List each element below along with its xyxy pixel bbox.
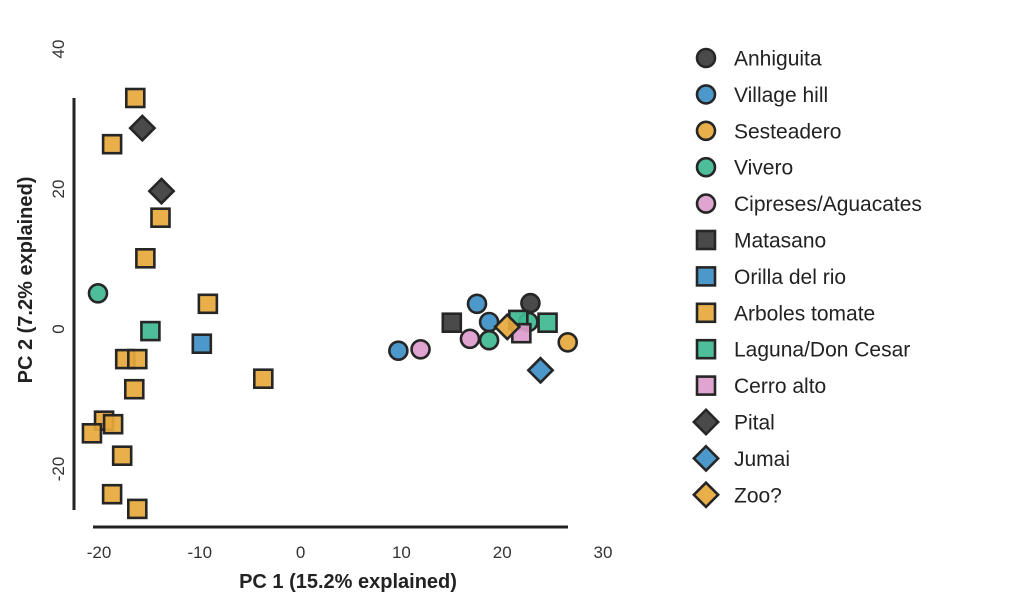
legend-label: Village hill <box>734 84 828 107</box>
legend-item: Zoo? <box>692 480 782 509</box>
legend-marker-diamond <box>692 408 720 436</box>
data-point-square <box>253 368 274 390</box>
legend-marker-square <box>695 302 717 324</box>
legend-marker-diamond <box>692 480 720 509</box>
data-point-square <box>127 348 148 370</box>
data-point-square <box>102 413 124 435</box>
x-axis-title: PC 1 (15.2% explained) <box>239 571 457 593</box>
data-point-square <box>124 87 146 109</box>
legend-item: Pital <box>692 408 775 436</box>
data-point-circle <box>557 331 579 353</box>
data-point-square <box>197 293 219 315</box>
x-tick-label: -20 <box>87 543 112 562</box>
data-point-square <box>101 483 123 505</box>
y-tick-label: 40 <box>49 40 68 59</box>
legend-item: Sesteadero <box>695 120 841 143</box>
data-point-circle <box>410 338 431 360</box>
legend-item: Laguna/Don Cesar <box>695 338 910 362</box>
legend-item: Village hill <box>695 84 828 107</box>
legend-marker-circle <box>695 84 717 105</box>
data-point-diamond <box>128 114 157 143</box>
y-axis-title: PC 2 (7.2% explained) <box>15 177 37 384</box>
legend-item: Vivero <box>695 156 793 180</box>
legend-item: Cipreses/Aguacates <box>695 193 922 216</box>
legend-label: Orilla del rio <box>734 266 846 289</box>
legend: Anhiguita Village hill Sesteadero Vivero Cip… <box>692 47 922 509</box>
data-point-square <box>537 312 558 334</box>
data-point-square <box>101 133 123 155</box>
data-point-circle <box>478 329 500 351</box>
legend-marker-circle <box>695 156 717 178</box>
data-point-circle <box>466 293 488 315</box>
y-tick-label: 20 <box>49 180 68 199</box>
x-tick-label: 20 <box>493 543 512 562</box>
y-tick-label: 0 <box>49 324 68 333</box>
data-point-square <box>150 207 171 228</box>
data-point-square <box>441 312 463 334</box>
y-tick-label: -20 <box>49 457 68 482</box>
legend-item: Orilla del rio <box>695 266 846 289</box>
legend-item: Cerro alto <box>695 375 826 398</box>
x-tick-label: 0 <box>296 543 305 562</box>
legend-label: Jumai <box>734 448 790 471</box>
data-point-circle <box>459 328 481 350</box>
data-point-square <box>127 498 148 520</box>
legend-item: Matasano <box>695 229 826 253</box>
legend-item: Jumai <box>692 444 790 473</box>
legend-marker-circle <box>695 120 717 142</box>
legend-label: Laguna/Don Cesar <box>734 339 910 362</box>
data-point-square <box>81 422 103 444</box>
x-tick-label: 10 <box>392 543 411 562</box>
legend-marker-circle <box>695 47 717 69</box>
data-point-square <box>191 333 213 355</box>
data-point-circle <box>520 292 541 314</box>
legend-marker-square <box>695 229 717 251</box>
data-point-square <box>111 445 133 467</box>
legend-label: Cipreses/Aguacates <box>734 193 922 216</box>
legend-label: Pital <box>734 412 775 435</box>
data-point-circle <box>87 282 109 304</box>
legend-label: Cerro alto <box>734 375 826 398</box>
legend-marker-square <box>695 375 717 396</box>
legend-label: Anhiguita <box>734 48 822 71</box>
legend-marker-circle <box>695 193 717 214</box>
legend-marker-square <box>695 266 717 287</box>
legend-item: Arboles tomate <box>695 302 875 325</box>
legend-label: Matasano <box>734 230 826 253</box>
data-point-circle <box>388 340 409 362</box>
data-point-diamond <box>147 177 176 206</box>
legend-item: Anhiguita <box>695 47 822 71</box>
x-tick-label: -10 <box>188 543 213 562</box>
legend-label: Zoo? <box>734 484 782 507</box>
legend-marker-square <box>695 338 717 360</box>
data-point-square <box>135 248 156 269</box>
legend-label: Vivero <box>734 157 793 180</box>
data-point-square <box>123 378 145 400</box>
legend-marker-diamond <box>692 444 720 473</box>
data-point-diamond <box>526 356 555 385</box>
data-point-square <box>140 320 161 342</box>
legend-label: Sesteadero <box>734 120 841 143</box>
data-point-diamond <box>493 312 522 341</box>
x-tick-label: 30 <box>594 543 613 562</box>
legend-label: Arboles tomate <box>734 302 875 325</box>
